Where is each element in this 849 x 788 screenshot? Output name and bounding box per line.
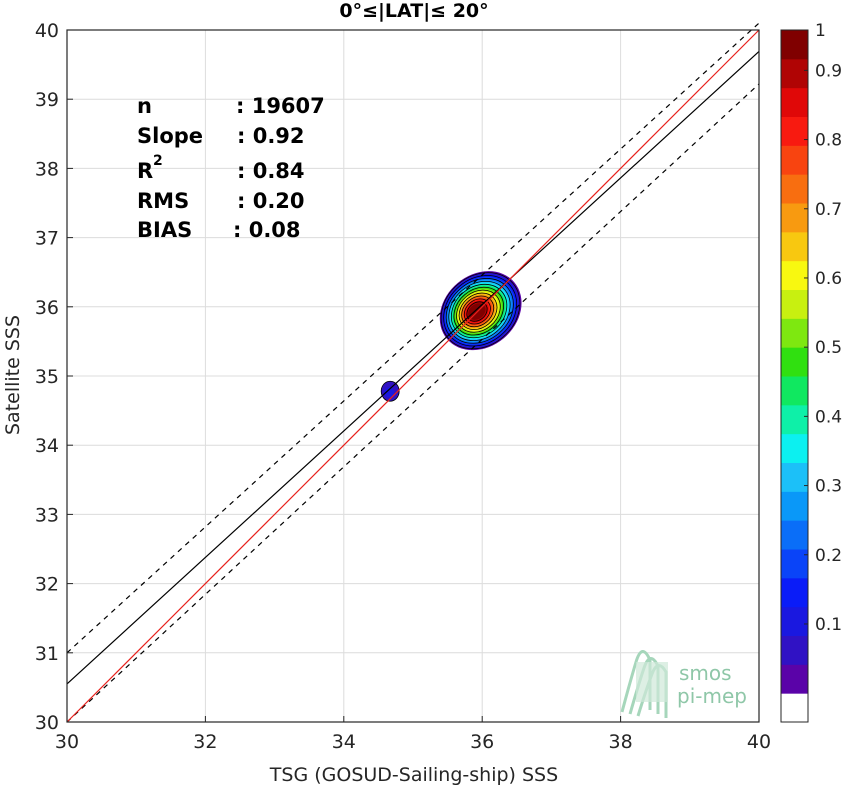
- colorbar-swatch: [781, 376, 808, 406]
- colorbar-swatch: [781, 58, 808, 89]
- y-tick-label: 35: [35, 366, 59, 388]
- colorbar-swatch: [781, 318, 808, 348]
- y-tick-label: 31: [35, 643, 59, 665]
- stat-bias-label: BIAS: [137, 218, 192, 242]
- colorbar-swatch: [781, 635, 808, 665]
- y-tick-label: 40: [35, 20, 59, 42]
- colorbar-tick-label: 0.4: [815, 407, 842, 427]
- colorbar-swatch: [781, 491, 808, 521]
- stat-rms-label: RMS: [137, 189, 189, 213]
- stat-r2-label: R: [137, 159, 153, 183]
- stat-rms-value: : 0.20: [237, 189, 305, 213]
- colorbar-swatch: [781, 116, 808, 146]
- colorbar-tick-label: 1: [815, 21, 826, 41]
- colorbar-swatch: [781, 462, 808, 492]
- density-contour-secondary-core: [384, 387, 395, 398]
- colorbar-swatch: [781, 203, 808, 233]
- y-tick-label: 39: [35, 89, 59, 111]
- stat-slope-label: Slope: [137, 124, 203, 148]
- y-tick-label: 36: [35, 297, 59, 319]
- colorbar-swatch: [781, 404, 808, 435]
- colorbar-swatch: [781, 520, 808, 550]
- colorbar-swatch: [781, 231, 808, 262]
- line-lower: [66, 83, 760, 723]
- colorbar-swatch: [781, 260, 808, 290]
- colorbar-swatch: [781, 549, 808, 579]
- colorbar-swatch: [781, 606, 808, 636]
- colorbar-swatch: [781, 433, 808, 463]
- colorbar-ticks: 0.1 0.2 0.3 0.4 0.5 0.6 0.7 0.8 0.9 1: [804, 21, 842, 635]
- y-tick-label: 33: [35, 504, 59, 526]
- colorbar-swatch: [781, 174, 808, 204]
- colorbar-frame: [780, 29, 809, 723]
- y-tick-label: 38: [35, 158, 59, 180]
- stat-n-label: n: [137, 94, 152, 118]
- stat-r2-value: : 0.84: [237, 159, 305, 183]
- y-tick-label: 30: [35, 712, 59, 734]
- colorbar-tick-label: 0.3: [815, 477, 842, 497]
- x-axis-ticks: 30 32 34 36 38 40: [55, 716, 771, 753]
- x-tick-label: 38: [609, 731, 633, 753]
- y-axis-label: Satellite SSS: [2, 315, 24, 435]
- density-contours: [380, 271, 522, 402]
- colorbar-swatch: [781, 664, 808, 694]
- colorbar-swatch: [781, 347, 808, 377]
- x-tick-label: 30: [55, 731, 79, 753]
- y-tick-label: 37: [35, 228, 59, 250]
- colorbar-swatch: [781, 577, 808, 608]
- logo-text-pimep: pi-mep: [677, 684, 747, 708]
- colorbar-swatch: [781, 87, 808, 117]
- colorbar-tick-label: 0.5: [815, 338, 842, 358]
- x-tick-label: 34: [332, 731, 356, 753]
- colorbar-swatch: [781, 289, 808, 319]
- chart-title: 0°≤|LAT|≤ 20°: [339, 0, 488, 22]
- reference-lines: [66, 22, 760, 723]
- colorbar-tick-label: 0.8: [815, 131, 842, 151]
- line-fit: [66, 51, 760, 685]
- x-tick-label: 40: [747, 731, 771, 753]
- colorbar-swatch: [781, 693, 808, 723]
- colorbar-tick-label: 0.6: [815, 269, 842, 289]
- colorbar-tick-label: 0.9: [815, 61, 842, 81]
- colorbar-tick-label: 0.2: [815, 546, 842, 566]
- stat-n-value: : 19607: [236, 94, 325, 118]
- stat-slope-value: : 0.92: [237, 124, 305, 148]
- x-tick-label: 36: [470, 731, 494, 753]
- y-tick-label: 32: [35, 574, 59, 596]
- colorbar: [781, 30, 808, 723]
- y-axis-ticks: 30 31 32 33 34 35 36 37 38 39 40: [35, 20, 73, 734]
- colorbar-swatch: [781, 145, 808, 175]
- x-axis-label: TSG (GOSUD-Sailing-ship) SSS: [269, 764, 558, 786]
- logo-text-smos: smos: [679, 661, 732, 685]
- logo-waves-icon: [620, 650, 668, 718]
- colorbar-tick-label: 0.7: [815, 200, 842, 220]
- stat-r2-sup: 2: [153, 153, 163, 169]
- stat-bias-value: : 0.08: [233, 218, 301, 242]
- colorbar-tick-label: 0.1: [815, 615, 842, 635]
- x-tick-label: 32: [193, 731, 217, 753]
- y-tick-label: 34: [35, 435, 59, 457]
- line-one_to_one: [66, 29, 760, 723]
- line-upper: [66, 22, 760, 654]
- logo: smos pi-mep: [620, 650, 747, 718]
- stats-box: n : 19607 Slope : 0.92 R 2 : 0.84 RMS : …: [137, 94, 325, 242]
- colorbar-swatch: [781, 30, 808, 60]
